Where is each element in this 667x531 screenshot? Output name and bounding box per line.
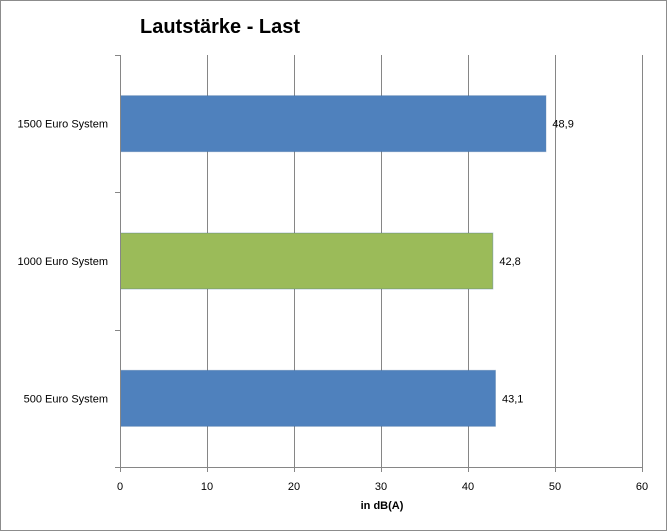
category-label: 1500 Euro System xyxy=(18,119,109,131)
x-tick-label: 40 xyxy=(462,481,474,493)
x-tick-label: 10 xyxy=(201,481,213,493)
x-tick-label: 20 xyxy=(288,481,300,493)
data-label: 43,1 xyxy=(502,393,523,405)
data-label: 42,8 xyxy=(499,256,520,268)
data-label: 48,9 xyxy=(552,119,573,131)
x-axis-title: in dB(A) xyxy=(361,500,404,512)
x-tick-label: 60 xyxy=(636,481,648,493)
axes xyxy=(115,55,643,472)
data-labels: 48,9 42,8 43,1 xyxy=(499,119,573,406)
x-tick-label: 50 xyxy=(549,481,561,493)
x-tick-label: 30 xyxy=(375,481,387,493)
x-tick-labels: 0 10 20 30 40 50 60 xyxy=(117,481,648,493)
bar xyxy=(120,95,547,153)
bars xyxy=(120,95,547,427)
chart-title: Lautstärke - Last xyxy=(140,16,300,38)
bar xyxy=(120,369,496,427)
category-label: 500 Euro System xyxy=(24,393,108,405)
bar xyxy=(120,232,494,290)
category-labels: 1500 Euro System 1000 Euro System 500 Euro… xyxy=(18,119,109,406)
x-tick-label: 0 xyxy=(117,481,123,493)
category-label: 1000 Euro System xyxy=(18,256,109,268)
